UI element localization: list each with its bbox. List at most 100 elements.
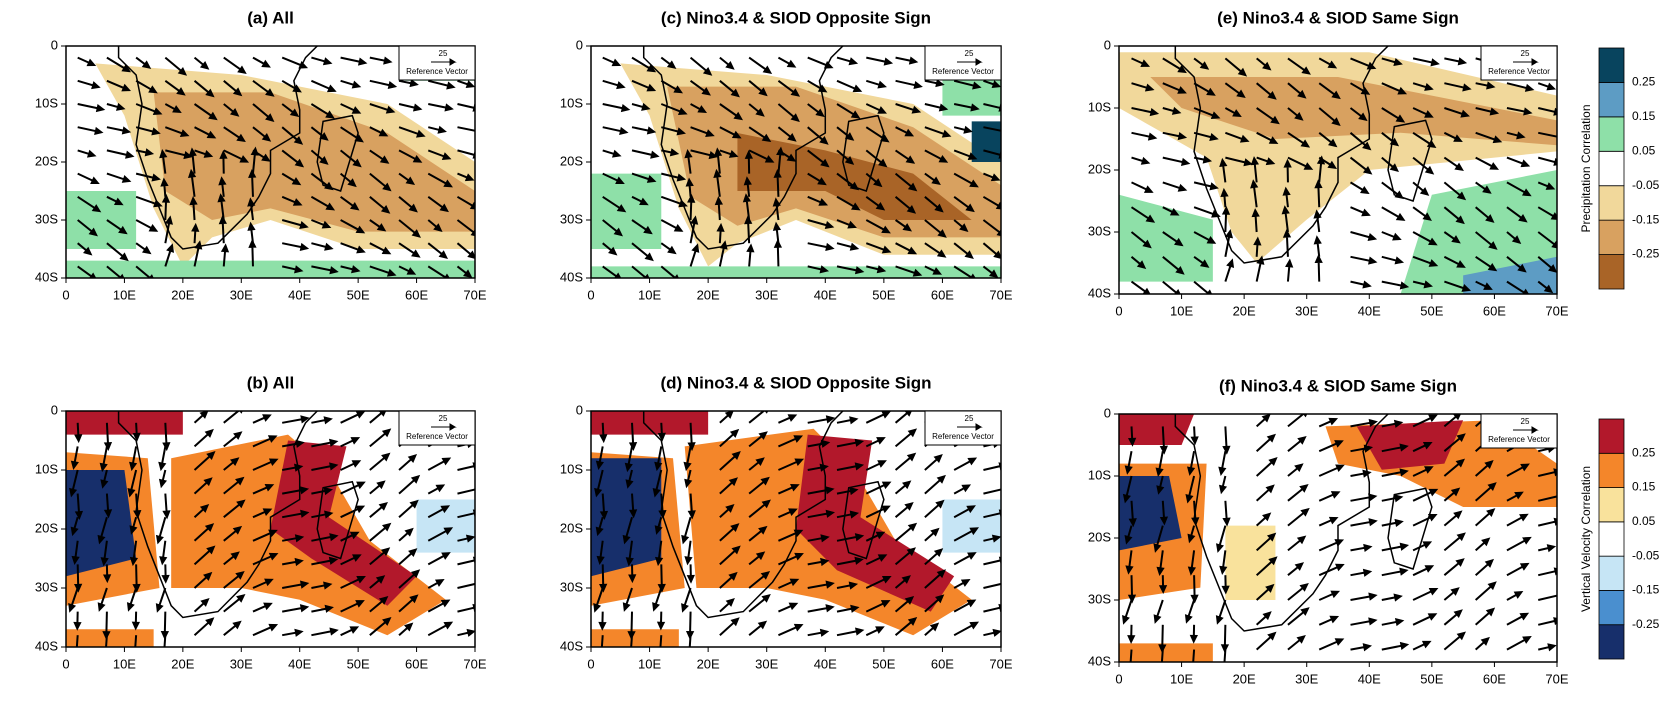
wind-vector xyxy=(106,149,135,159)
wind-vector xyxy=(894,219,913,232)
wind-vector xyxy=(252,458,279,471)
wind-vector xyxy=(252,414,272,424)
wind-vector xyxy=(1474,460,1494,477)
x-tick-label: 60E xyxy=(405,287,428,302)
wind-vector xyxy=(193,597,210,613)
reference-arrow xyxy=(431,58,457,66)
y-tick-label: 40S xyxy=(1088,285,1111,300)
wind-vector xyxy=(369,172,392,192)
wind-vector xyxy=(164,103,182,113)
wind-vector xyxy=(807,126,829,145)
y-tick-label: 0 xyxy=(576,37,583,52)
wind-vector xyxy=(340,56,368,66)
y-tick-label: 30S xyxy=(560,211,583,226)
wind-vector xyxy=(1253,236,1262,257)
x-tick-label: 20E xyxy=(697,287,720,302)
wind-vector xyxy=(1219,157,1228,183)
wind-vector xyxy=(252,56,271,68)
x-tick-label: 70E xyxy=(463,656,486,671)
wind-vector xyxy=(1350,57,1377,70)
wind-vector xyxy=(983,603,1001,613)
wind-vector xyxy=(164,243,175,267)
wind-vector xyxy=(1287,583,1309,601)
wind-vector xyxy=(1162,156,1191,166)
colorbar-bin xyxy=(1598,487,1625,523)
wind-vector xyxy=(1128,500,1137,528)
wind-vector xyxy=(690,103,708,113)
y-tick-label: 40S xyxy=(1088,653,1111,668)
wind-vector xyxy=(1444,280,1472,292)
wind-vector xyxy=(282,557,304,567)
reference-box xyxy=(924,410,1002,446)
wind-vector xyxy=(924,474,946,495)
wind-vector xyxy=(660,195,688,208)
y-tick-label: 0 xyxy=(1104,405,1111,420)
wind-vector xyxy=(1538,544,1557,553)
wind-vector xyxy=(719,56,735,70)
wind-vector xyxy=(218,215,227,244)
wind-vector xyxy=(836,510,860,519)
wind-vector xyxy=(1381,518,1404,528)
wind-vector xyxy=(1474,558,1495,576)
wind-vector xyxy=(924,172,941,186)
wind-vector xyxy=(1158,575,1168,594)
x-tick-label: 70E xyxy=(989,287,1012,302)
x-tick-label: 0 xyxy=(62,656,69,671)
wind-vector xyxy=(311,581,333,590)
shading xyxy=(153,92,475,232)
wind-vector xyxy=(281,126,304,145)
x-tick-label: 30E xyxy=(1295,671,1318,686)
wind-vector xyxy=(135,103,163,116)
shading xyxy=(1119,194,1213,282)
wind-vector xyxy=(865,505,891,519)
wind-vector xyxy=(1131,131,1158,141)
wind-vector xyxy=(398,569,421,589)
wind-vector xyxy=(1318,563,1345,577)
wind-vector xyxy=(129,540,139,567)
wind-vector xyxy=(1381,156,1399,173)
reference-label: Reference Vector xyxy=(406,432,468,441)
wind-vector xyxy=(1350,543,1373,553)
colorbar-label: 0.25 xyxy=(1632,75,1656,89)
wind-vector xyxy=(1412,156,1435,175)
wind-vector xyxy=(106,79,132,92)
wind-vector xyxy=(1412,541,1433,552)
shading xyxy=(66,411,183,435)
wind-vector xyxy=(77,56,97,67)
colorbar-bin xyxy=(1598,185,1625,221)
wind-vector xyxy=(689,56,713,76)
wind-vector xyxy=(924,79,945,88)
map xyxy=(66,46,475,278)
x-tick-label: 50E xyxy=(347,656,370,671)
wind-vector xyxy=(1350,643,1373,652)
wind-vector xyxy=(1122,475,1133,504)
wind-vector xyxy=(103,493,113,519)
wind-vector xyxy=(1153,599,1164,624)
wind-vector xyxy=(1222,500,1231,527)
wind-vector xyxy=(311,79,337,93)
wind-vector xyxy=(155,516,167,545)
x-tick-label: 0 xyxy=(587,656,594,671)
wind-vector xyxy=(1475,231,1498,250)
wind-vector xyxy=(194,149,214,158)
wind-vector xyxy=(427,484,446,495)
wind-vector xyxy=(1162,231,1184,247)
wind-vector xyxy=(1255,512,1272,527)
wind-vector xyxy=(369,575,386,589)
wind-vector xyxy=(1506,156,1531,168)
wind-vector xyxy=(189,196,198,221)
wind-vector xyxy=(1153,525,1164,553)
wind-vector xyxy=(398,527,414,542)
wind-vector xyxy=(1412,280,1433,289)
wind-vector xyxy=(340,554,362,566)
wind-vector xyxy=(836,627,865,637)
wind-vector xyxy=(594,469,604,498)
wind-vector xyxy=(281,219,309,230)
wind-vector xyxy=(1251,208,1260,233)
wind-vector xyxy=(281,242,310,252)
wind-vector xyxy=(1443,414,1461,428)
wind-vector xyxy=(1219,550,1228,575)
wind-vector xyxy=(1506,231,1522,245)
y-tick-label: 40S xyxy=(35,269,58,284)
wind-vector xyxy=(1318,464,1345,477)
